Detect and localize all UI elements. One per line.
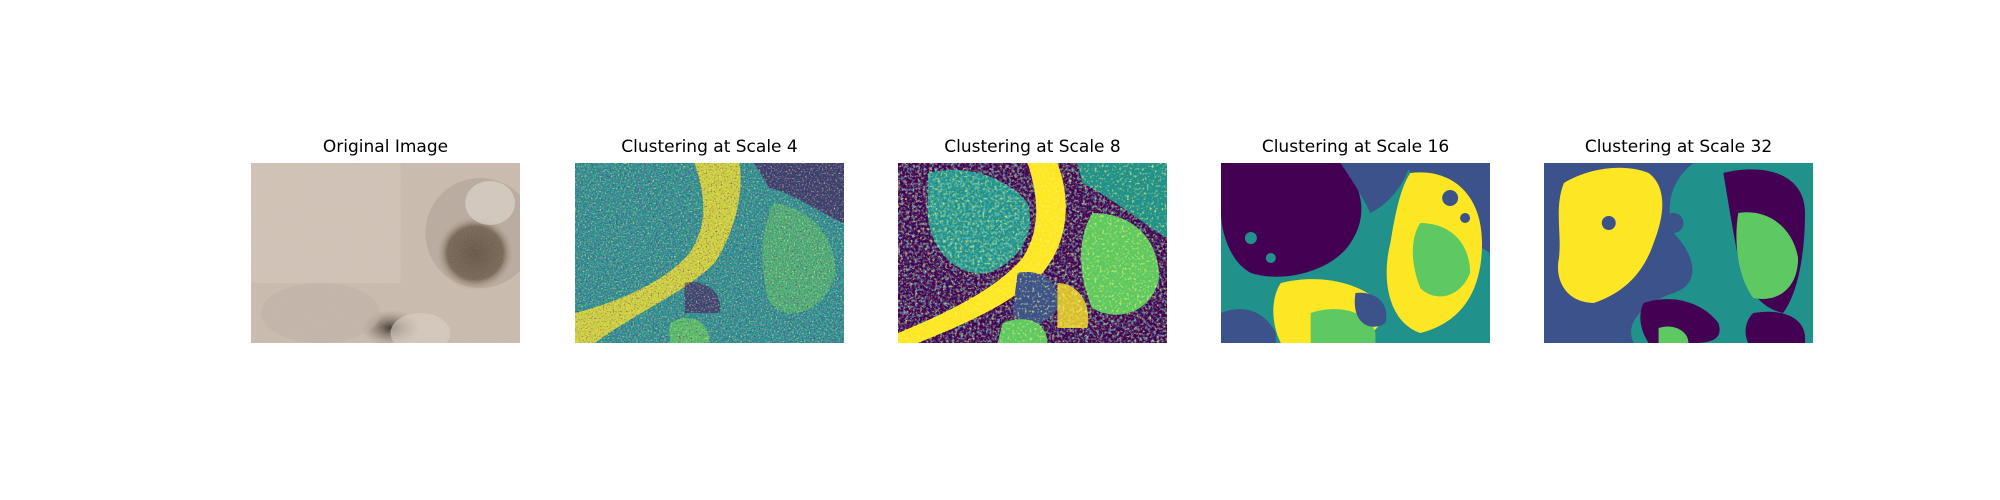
cluster-map-scale-8 xyxy=(898,163,1167,343)
panel-scale-16: Clustering at Scale 16 xyxy=(1221,137,1490,344)
cluster-map-scale-16 xyxy=(1221,163,1490,343)
panel-original: Original Image xyxy=(251,137,520,344)
cluster-map-scale-4 xyxy=(575,163,844,343)
original-image-svg xyxy=(251,163,520,343)
original-image xyxy=(251,163,520,343)
panel-title: Original Image xyxy=(322,137,449,157)
panel-scale-4: Clustering at Scale 4 xyxy=(575,137,844,344)
panel-title: Clustering at Scale 4 xyxy=(621,137,798,157)
panel-title: Clustering at Scale 16 xyxy=(1261,137,1450,157)
panel-title: Clustering at Scale 8 xyxy=(944,137,1121,157)
cluster-map-scale-32-svg xyxy=(1544,163,1813,343)
panel-scale-32: Clustering at Scale 32 xyxy=(1544,137,1813,344)
panel-scale-8: Clustering at Scale 8 xyxy=(898,137,1167,344)
cluster-map-scale-32 xyxy=(1544,163,1813,343)
panel-title: Clustering at Scale 32 xyxy=(1584,137,1773,157)
cluster-map-scale-8-svg xyxy=(898,163,1167,343)
cluster-map-scale-4-svg xyxy=(575,163,844,343)
cluster-map-scale-16-svg xyxy=(1221,163,1490,343)
